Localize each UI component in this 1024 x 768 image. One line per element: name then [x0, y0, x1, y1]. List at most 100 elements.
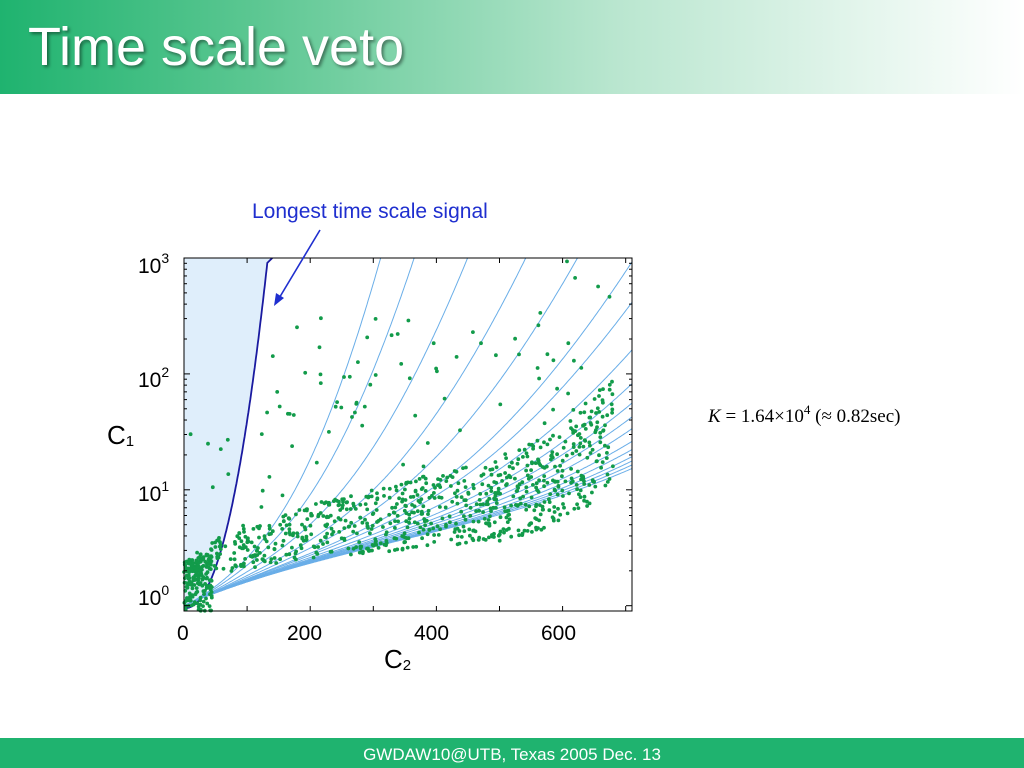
scatter-point: [403, 487, 407, 492]
scatter-point: [294, 557, 298, 562]
scatter-point: [319, 316, 323, 321]
scatter-point: [556, 485, 561, 489]
scatter-point: [603, 443, 607, 448]
scatter-point: [363, 517, 367, 522]
scatter-point: [582, 479, 586, 483]
scatter-point: [605, 451, 609, 455]
scatter-point: [318, 511, 323, 515]
scatter-point: [269, 557, 274, 561]
scatter-point: [601, 428, 606, 433]
scatter-point: [373, 501, 378, 506]
scatter-point: [603, 483, 608, 488]
scatter-point: [578, 495, 583, 499]
scatter-point: [538, 445, 543, 450]
scatter-point: [542, 484, 546, 489]
scatter-point: [478, 502, 483, 507]
scatter-point: [366, 495, 371, 500]
scatter-point: [213, 540, 218, 545]
scatter-point: [502, 530, 506, 535]
scatter-point: [429, 521, 433, 526]
scatter-point: [569, 476, 574, 481]
scatter-point: [216, 537, 221, 542]
scatter-point: [498, 402, 503, 407]
scatter-point: [483, 538, 488, 542]
scatter-point: [204, 553, 209, 558]
scatter-point: [251, 527, 256, 531]
scatter-point: [542, 478, 546, 483]
scatter-point: [414, 479, 418, 484]
scatter-point: [449, 537, 454, 542]
scatter-point: [242, 564, 246, 569]
scatter-point: [610, 407, 615, 412]
scatter-point: [312, 545, 317, 550]
scatter-point: [204, 576, 209, 581]
scatter-point: [457, 541, 462, 546]
scatter-point: [542, 474, 547, 478]
scatter-point: [416, 499, 421, 503]
scatter-point: [598, 435, 603, 439]
scatter-point: [560, 474, 564, 479]
scatter-point: [241, 523, 246, 528]
scatter-point: [209, 585, 214, 589]
scatter-point: [286, 411, 290, 416]
scatter-point: [557, 435, 562, 439]
scatter-point: [229, 569, 234, 573]
scatter-point: [318, 372, 323, 377]
scatter-point: [527, 523, 532, 527]
scatter-point: [477, 508, 481, 513]
scatter-point: [595, 425, 599, 430]
scatter-point: [476, 538, 481, 542]
scatter-point: [552, 510, 557, 514]
scatter-point: [518, 496, 523, 501]
scatter-point: [315, 552, 320, 556]
scatter-point: [517, 352, 521, 357]
scatter-point: [483, 465, 488, 470]
scatter-point: [194, 586, 199, 590]
scatter-point: [444, 522, 448, 527]
scatter-point: [558, 512, 563, 517]
scatter-point: [374, 508, 379, 512]
scatter-point: [476, 519, 481, 524]
scatter-point: [438, 478, 443, 482]
scatter-point: [480, 482, 485, 487]
scatter-point: [489, 509, 493, 513]
scatter-point: [440, 516, 445, 521]
scatter-point: [571, 442, 576, 446]
scatter-point: [551, 433, 555, 438]
scatter-point: [572, 358, 576, 363]
scatter-point: [459, 495, 464, 499]
scatter-point: [492, 535, 496, 539]
scatter-point: [395, 513, 400, 518]
scatter-point: [241, 527, 246, 531]
scatter-point: [189, 563, 194, 568]
scatter-point: [225, 437, 230, 442]
scatter-point: [471, 528, 476, 533]
scatter-point: [354, 400, 359, 405]
scatter-point: [585, 504, 589, 508]
scatter-point: [381, 486, 386, 491]
scatter-point: [184, 585, 189, 589]
scatter-point: [611, 464, 615, 469]
scatter-point: [547, 497, 551, 502]
scatter-point: [206, 561, 211, 566]
scatter-point: [218, 543, 223, 547]
scatter-point: [498, 515, 503, 520]
scatter-point: [509, 503, 513, 508]
scatter-point: [570, 428, 575, 432]
scatter-point: [373, 373, 378, 377]
scatter-point: [579, 366, 584, 370]
scatter-point: [482, 516, 487, 521]
scatter-point: [408, 480, 413, 485]
scatter-point: [237, 531, 242, 536]
scatter-point: [399, 482, 404, 487]
scatter-point: [582, 422, 587, 427]
scatter-point: [362, 404, 367, 409]
scatter-point: [218, 447, 223, 451]
scatter-point: [209, 548, 214, 552]
scatter-point: [241, 546, 246, 551]
scatter-point: [198, 552, 203, 557]
scatter-point: [521, 455, 525, 459]
scatter-point: [351, 529, 356, 534]
scatter-point: [196, 575, 201, 580]
scatter-point: [447, 514, 452, 519]
